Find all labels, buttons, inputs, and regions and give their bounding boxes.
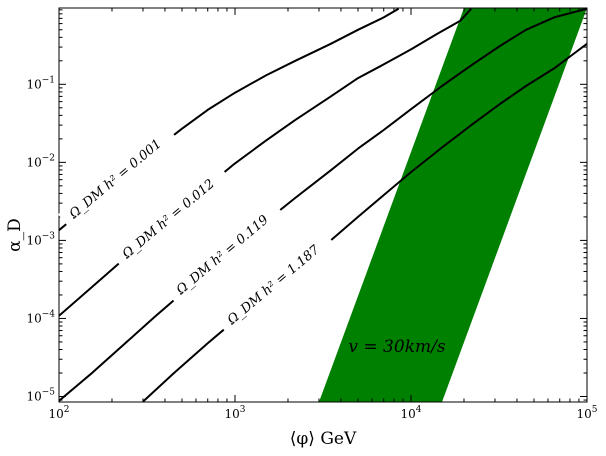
axes: 102 103 104 105 10−5 10−4 10−3 10−2 10−1 [26,7,598,421]
curve-label-0.119: Ω_DM h² = 0.119 [173,213,272,299]
plot-frame [58,7,588,403]
x-tick-label: 103 [224,405,245,421]
curve-label-0.012: Ω_DM h² = 0.012 [119,177,218,263]
label-mask-3 [164,200,286,306]
x-axis-ticks: 102 103 104 105 [48,8,598,421]
y-tick-label: 10−3 [26,231,55,247]
velocity-band-region [319,8,587,402]
x-tick-label: 104 [400,405,421,421]
x-tick-label: 105 [576,405,597,421]
curve-series-3 [59,8,587,402]
region-label: v = 30km/s [348,337,445,357]
y-axis-title: α_D [5,218,25,252]
y-tick-label: 10−5 [26,387,55,403]
label-mask-4 [215,230,337,336]
x-axis-title: ⟨φ⟩ GeV [290,429,357,449]
curve-series-4 [142,42,587,402]
curve-labels: Ω_DM h² = 0.001 Ω_DM h² = 0.012 Ω_DM h² … [57,124,337,336]
curve-label-1.187: Ω_DM h² = 1.187 [224,242,323,329]
curve-label-0.001: Ω_DM h² = 0.001 [66,137,165,223]
x-tick-label: 102 [48,405,69,421]
label-mask-2 [110,164,232,270]
y-tick-label: 10−4 [26,309,55,325]
plot-area [59,8,587,402]
curve-series-1 [59,8,400,231]
label-mask-1 [57,124,179,230]
y-tick-label: 10−2 [26,153,55,169]
y-tick-label: 10−1 [26,75,55,91]
y-axis-ticks: 10−5 10−4 10−3 10−2 10−1 [26,9,587,403]
